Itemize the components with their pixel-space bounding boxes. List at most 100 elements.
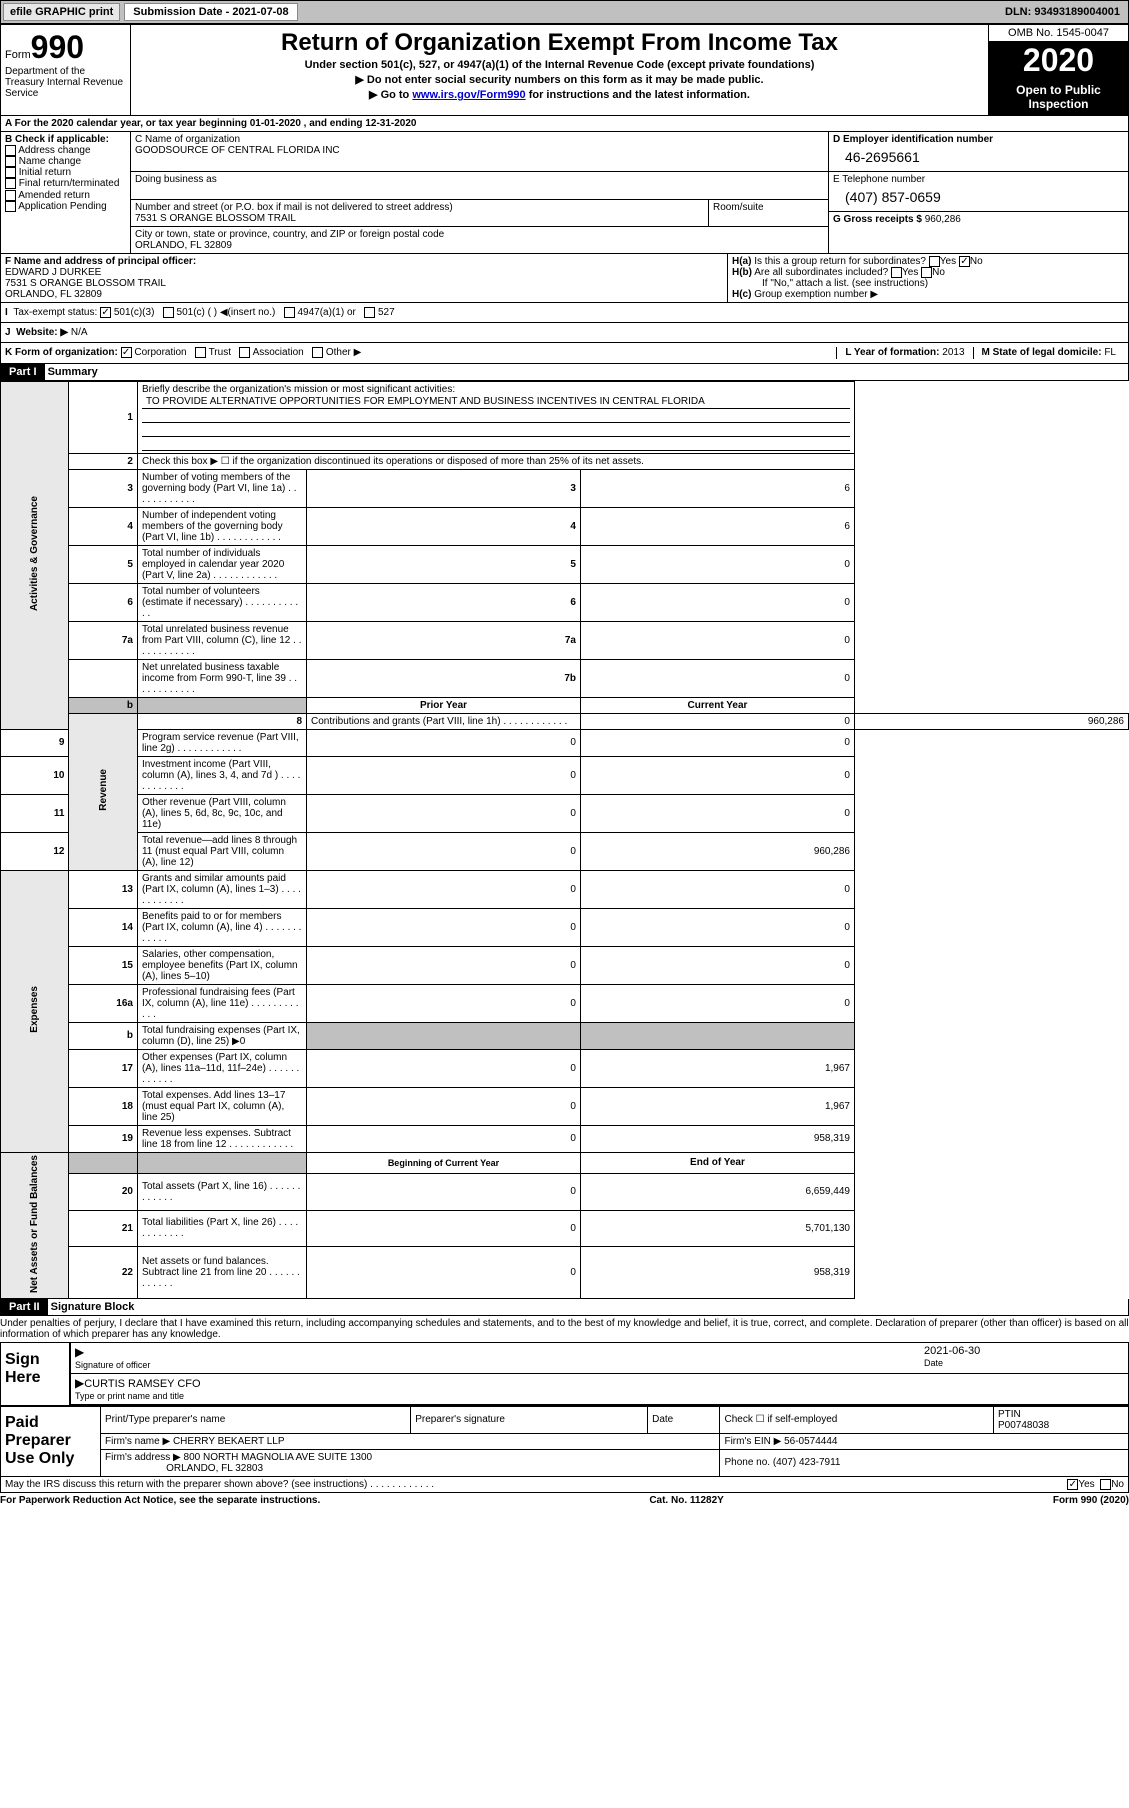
hb-no[interactable] — [921, 267, 932, 278]
table-row: 5Total number of individuals employed in… — [1, 545, 1129, 583]
check-final[interactable]: Final return/terminated — [5, 178, 126, 189]
ha-label: Is this a group return for subordinates? — [754, 256, 926, 267]
form-title: Return of Organization Exempt From Incom… — [135, 29, 984, 57]
check-name[interactable]: Name change — [5, 156, 126, 167]
k-label: K Form of organization: — [5, 348, 118, 359]
prep-name-label: Print/Type preparer's name — [101, 1406, 411, 1433]
form990-link[interactable]: www.irs.gov/Form990 — [412, 89, 525, 101]
check-assoc[interactable] — [239, 347, 250, 358]
vtab-net: Net Assets or Fund Balances — [29, 1155, 40, 1293]
room-label: Room/suite — [708, 200, 828, 227]
q1-label: Briefly describe the organization's miss… — [142, 384, 455, 395]
name-label: C Name of organization — [135, 134, 824, 145]
check-other[interactable] — [312, 347, 323, 358]
check-amended[interactable]: Amended return — [5, 190, 126, 201]
firm-name: CHERRY BEKAERT LLP — [173, 1436, 285, 1447]
row-fgh: F Name and address of principal officer:… — [0, 254, 1129, 303]
ha-no[interactable]: ✓ — [959, 256, 970, 267]
table-row: 18Total expenses. Add lines 13–17 (must … — [1, 1087, 1129, 1125]
street-label: Number and street (or P.O. box if mail i… — [135, 202, 704, 213]
hb-yes[interactable] — [891, 267, 902, 278]
ha-yes[interactable] — [929, 256, 940, 267]
omb-number: OMB No. 1545-0047 — [989, 25, 1128, 42]
ptin-value: P00748038 — [998, 1420, 1049, 1431]
table-row: 20Total assets (Part X, line 16)06,659,4… — [1, 1174, 1129, 1211]
table-row: 17Other expenses (Part IX, column (A), l… — [1, 1049, 1129, 1087]
check-501c[interactable] — [163, 307, 174, 318]
year-formation: 2013 — [942, 347, 964, 358]
firm-ein: 56-0574444 — [784, 1436, 837, 1447]
dept-label: Department of the Treasury Internal Reve… — [5, 66, 126, 99]
footer-left: For Paperwork Reduction Act Notice, see … — [0, 1495, 320, 1506]
paid-prep-label: Paid Preparer Use Only — [1, 1406, 101, 1476]
table-row: 12Total revenue—add lines 8 through 11 (… — [1, 832, 1129, 870]
discuss-yes[interactable]: ✓ — [1067, 1479, 1078, 1490]
sub3-pre: ▶ Go to — [369, 89, 412, 101]
efile-button[interactable]: efile GRAPHIC print — [3, 3, 120, 21]
row-k: K Form of organization: ✓ Corporation Tr… — [0, 343, 1129, 363]
tel-label: E Telephone number — [833, 174, 1124, 185]
check-initial[interactable]: Initial return — [5, 167, 126, 178]
hb-label: Are all subordinates included? — [754, 267, 888, 278]
hb-note: If "No," attach a list. (see instruction… — [732, 278, 1124, 289]
check-4947[interactable] — [284, 307, 295, 318]
sign-here-label: Sign Here — [1, 1343, 71, 1405]
mission-text: TO PROVIDE ALTERNATIVE OPPORTUNITIES FOR… — [142, 395, 850, 409]
part2-header: Part II Signature Block — [0, 1299, 1129, 1316]
check-pending[interactable]: Application Pending — [5, 201, 126, 212]
subtitle-3: ▶ Go to www.irs.gov/Form990 for instruct… — [135, 88, 984, 101]
firm-ein-label: Firm's EIN ▶ — [724, 1436, 784, 1447]
firm-addr1: 800 NORTH MAGNOLIA AVE SUITE 1300 — [184, 1452, 373, 1463]
summary-table: Activities & Governance 1 Briefly descri… — [0, 381, 1129, 1299]
hc-label: Group exemption number ▶ — [754, 289, 878, 300]
tax-year: 2020 — [989, 42, 1128, 79]
table-row: 21Total liabilities (Part X, line 26)05,… — [1, 1210, 1129, 1247]
period-row: A For the 2020 calendar year, or tax yea… — [0, 116, 1129, 132]
check-corp[interactable]: ✓ — [121, 347, 132, 358]
vtab-rev: Revenue — [98, 769, 109, 811]
check-501c3[interactable]: ✓ — [100, 307, 111, 318]
dba-label: Doing business as — [135, 174, 824, 185]
sub3-post: for instructions and the latest informat… — [526, 89, 750, 101]
check-trust[interactable] — [195, 347, 206, 358]
open-inspection: Open to Public Inspection — [989, 79, 1128, 115]
table-row: 3Number of voting members of the governi… — [1, 469, 1129, 507]
sign-here-block: Sign Here ▶Signature of officer 2021-06-… — [0, 1342, 1129, 1406]
submission-date: Submission Date - 2021-07-08 — [124, 3, 297, 21]
year-formation-label: L Year of formation: — [845, 347, 942, 358]
firm-addr-label: Firm's address ▶ — [105, 1452, 184, 1463]
check-self[interactable]: Check ☐ if self-employed — [720, 1406, 994, 1433]
street: 7531 S ORANGE BLOSSOM TRAIL — [135, 213, 704, 224]
table-row: 19Revenue less expenses. Subtract line 1… — [1, 1125, 1129, 1152]
table-row: 9Program service revenue (Part VIII, lin… — [1, 729, 1129, 756]
ein-value: 46-2695661 — [833, 145, 1124, 169]
prep-date-label: Date — [648, 1406, 720, 1433]
ein-label: D Employer identification number — [833, 134, 993, 145]
firm-addr2: ORLANDO, FL 32803 — [166, 1463, 263, 1474]
officer-name-typed: CURTIS RAMSEY CFO — [84, 1378, 200, 1390]
table-row: 14Benefits paid to or for members (Part … — [1, 908, 1129, 946]
type-name-label: Type or print name and title — [75, 1391, 184, 1401]
gross-label: G Gross receipts $ — [833, 214, 925, 225]
tel-value: (407) 857-0659 — [833, 185, 1124, 209]
gross-value: 960,286 — [925, 214, 961, 225]
header-bar: efile GRAPHIC print Submission Date - 20… — [0, 0, 1129, 24]
table-row: bTotal fundraising expenses (Part IX, co… — [1, 1022, 1129, 1049]
check-addr[interactable]: Address change — [5, 145, 126, 156]
table-row: Net unrelated business taxable income fr… — [1, 659, 1129, 697]
table-row: 10Investment income (Part VIII, column (… — [1, 756, 1129, 794]
table-row: 4Number of independent voting members of… — [1, 507, 1129, 545]
org-name: GOODSOURCE OF CENTRAL FLORIDA INC — [135, 145, 824, 156]
table-row: 16aProfessional fundraising fees (Part I… — [1, 984, 1129, 1022]
city-label: City or town, state or province, country… — [135, 229, 824, 240]
discuss-no[interactable] — [1100, 1479, 1111, 1490]
preparer-block: Paid Preparer Use Only Print/Type prepar… — [0, 1406, 1129, 1477]
check-527[interactable] — [364, 307, 375, 318]
phone-value: (407) 423-7911 — [773, 1457, 841, 1468]
subtitle-1: Under section 501(c), 527, or 4947(a)(1)… — [135, 59, 984, 71]
city: ORLANDO, FL 32809 — [135, 240, 824, 251]
phone-label: Phone no. — [724, 1457, 772, 1468]
discuss-row: May the IRS discuss this return with the… — [0, 1477, 1129, 1493]
row-j: J Website: ▶ N/A — [0, 323, 1129, 343]
f-label: F Name and address of principal officer: — [5, 256, 196, 267]
